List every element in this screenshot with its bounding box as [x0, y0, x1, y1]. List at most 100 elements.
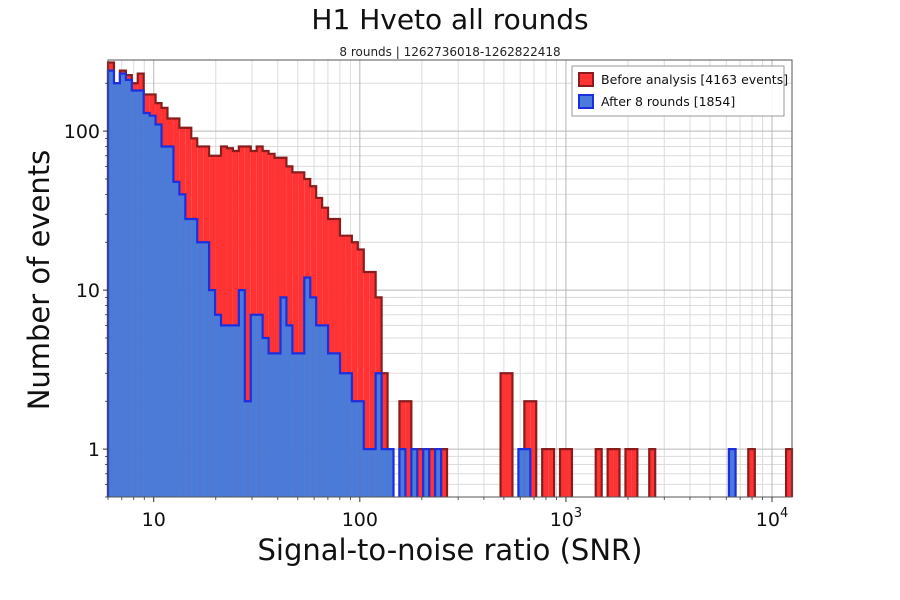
histogram-bar: [203, 242, 210, 497]
histogram-bar: [232, 150, 239, 497]
histogram-bar: [226, 148, 233, 497]
histogram-bar: [316, 325, 323, 497]
histogram-bar: [226, 325, 233, 497]
histogram-bar: [607, 449, 614, 497]
histogram-bar: [387, 449, 394, 497]
histogram-bar: [399, 449, 406, 497]
chart-subtitle: 8 rounds | 1262736018-1262822418: [339, 45, 560, 59]
x-tick-label: 103: [550, 506, 582, 531]
histogram-bar: [197, 242, 204, 497]
histogram-bar: [244, 146, 251, 498]
histogram-bar: [649, 449, 656, 497]
histogram-bar: [423, 449, 430, 497]
histogram-bar: [131, 90, 138, 498]
histogram-bar: [113, 83, 120, 497]
histogram-bar: [339, 373, 346, 497]
histogram-bar: [363, 449, 370, 497]
histogram-bar: [286, 325, 293, 497]
histogram-bar: [429, 449, 436, 497]
histogram-bar: [748, 449, 755, 497]
histogram-bar: [149, 115, 156, 498]
histogram-bar: [137, 90, 144, 498]
histogram-bar: [530, 401, 537, 497]
histogram-bar: [357, 249, 364, 497]
x-tick-label: 104: [756, 506, 788, 531]
histogram-bar: [613, 449, 620, 497]
histogram-bar: [292, 172, 299, 497]
histogram-bar: [238, 290, 245, 497]
histogram-bar: [209, 290, 216, 497]
histogram-bar: [500, 373, 507, 497]
histogram-bar: [185, 219, 192, 498]
histogram-bar: [381, 449, 388, 497]
histogram-bar: [179, 194, 186, 497]
histogram-bar: [345, 235, 352, 497]
y-tick-label: 100: [64, 121, 100, 143]
histogram-bar: [363, 271, 370, 497]
x-axis: 10 100 103 104: [107, 497, 788, 531]
series-layer: [106, 61, 794, 498]
histogram-bar: [244, 401, 251, 497]
histogram-bar: [411, 449, 418, 497]
histogram-bar: [435, 449, 442, 497]
histogram-bar: [405, 401, 412, 497]
histogram-bar: [262, 337, 269, 497]
histogram-bar: [221, 146, 227, 498]
histogram-bar: [322, 325, 329, 497]
histogram-bar: [339, 235, 346, 497]
y-axis: 1 10 100: [64, 82, 108, 498]
histogram-bar: [191, 219, 198, 498]
histogram-bar: [381, 373, 388, 497]
histogram-bar: [262, 150, 269, 497]
histogram-bar: [268, 153, 275, 497]
y-tick-label: 10: [76, 280, 100, 302]
histogram-bar: [221, 325, 227, 497]
histogram-bar: [375, 373, 382, 497]
histogram-bar: [155, 124, 162, 498]
histogram-bar: [232, 325, 239, 497]
histogram-bar: [274, 353, 281, 497]
histogram-bar: [173, 181, 180, 498]
histogram-bar: [256, 314, 263, 497]
histogram-bar: [369, 449, 376, 497]
histogram-bar: [250, 314, 257, 497]
histogram-bar: [351, 242, 358, 497]
histogram-bar: [542, 449, 549, 497]
histogram-bar: [506, 373, 513, 497]
legend-label-after: After 8 rounds [1854]: [601, 94, 735, 109]
histogram-bar: [351, 401, 358, 497]
histogram-bar: [369, 271, 376, 497]
histogram-outline: [106, 69, 737, 497]
histogram-bar: [298, 353, 305, 497]
x-axis-label: Signal-to-noise ratio (SNR): [258, 533, 643, 567]
histogram-bar: [119, 73, 126, 497]
histogram-bar: [143, 112, 150, 498]
histogram-bar: [292, 353, 299, 497]
x-tick-label: 10: [142, 509, 166, 531]
histogram-bar: [524, 449, 531, 497]
plot-area: [106, 59, 794, 498]
legend-box: [571, 65, 785, 117]
histogram-bar: [595, 449, 602, 497]
histogram-bar: [560, 449, 566, 497]
histogram-bar: [304, 277, 311, 497]
legend-swatch-after: [578, 94, 594, 109]
histogram-bar: [328, 353, 335, 497]
y-axis-label: Number of events: [22, 150, 56, 411]
legend: Before analysis [4163 events] After 8 ro…: [571, 65, 788, 117]
histogram-bar: [345, 373, 352, 497]
histogram-bar: [518, 449, 525, 497]
histogram-bar: [268, 353, 275, 497]
histogram-bar: [417, 449, 424, 497]
histogram-bar: [728, 449, 736, 497]
histogram-outline: [106, 61, 794, 497]
histogram-bar: [548, 449, 555, 497]
plot-frame: [107, 59, 793, 498]
histogram-bar: [274, 157, 281, 497]
legend-label-before: Before analysis [4163 events]: [601, 72, 788, 87]
histogram-bar: [298, 172, 305, 497]
histogram-bar: [161, 146, 168, 498]
histogram-bar: [280, 297, 287, 497]
histogram-bar: [441, 449, 448, 497]
series-after-rounds: [106, 69, 737, 498]
